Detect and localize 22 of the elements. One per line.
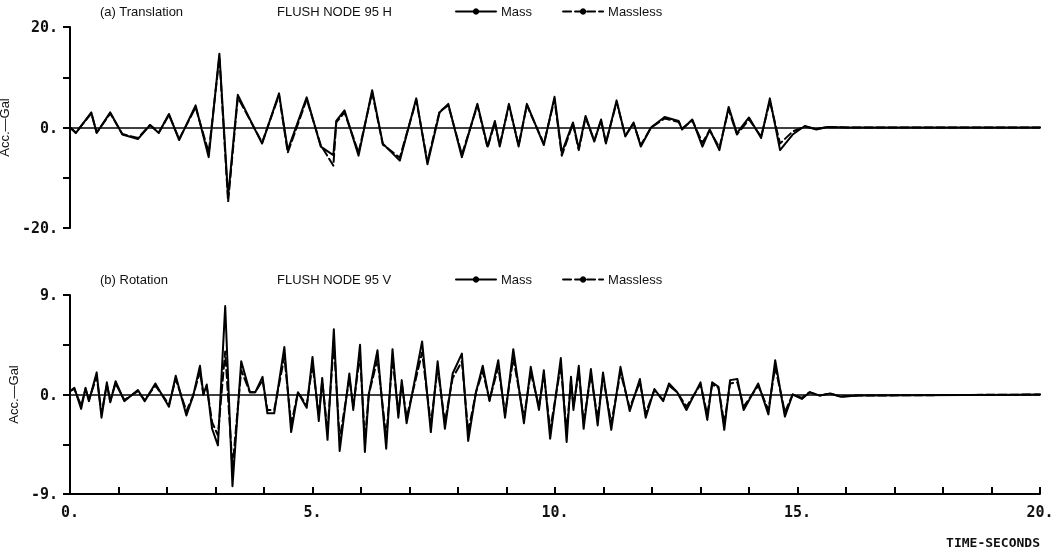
y-tick-label: 9. (39, 286, 58, 304)
y-tick-label: -9. (30, 485, 58, 503)
chart-subtitle: FLUSH NODE 95 H (277, 4, 392, 19)
y-tick-label: 0. (39, 118, 58, 137)
x-tick-label: 5. (303, 502, 322, 521)
legend-label: Massless (608, 272, 663, 287)
x-tick-label: 0. (60, 502, 80, 521)
y-tick-label: 0. (39, 385, 58, 404)
chart-subtitle: FLUSH NODE 95 V (277, 272, 392, 287)
x-axis-title: TIME-SECONDS (946, 535, 1041, 550)
x-tick-label: 10. (541, 502, 569, 521)
y-axis-title: Acc.—Gal (0, 98, 12, 157)
y-axis-title: Acc.—Gal (6, 365, 22, 424)
chart-title: (a) Translation (100, 4, 184, 19)
legend-label: Mass (501, 272, 533, 287)
legend-label: Mass (501, 4, 533, 19)
x-tick-label: 15. (783, 502, 812, 521)
x-tick-label: 20. (1026, 502, 1054, 521)
y-tick-label: 20. (30, 18, 58, 36)
chart-title: (b) Rotation (100, 272, 168, 287)
legend-label: Massless (608, 4, 663, 19)
y-tick-label: -20. (21, 219, 58, 237)
